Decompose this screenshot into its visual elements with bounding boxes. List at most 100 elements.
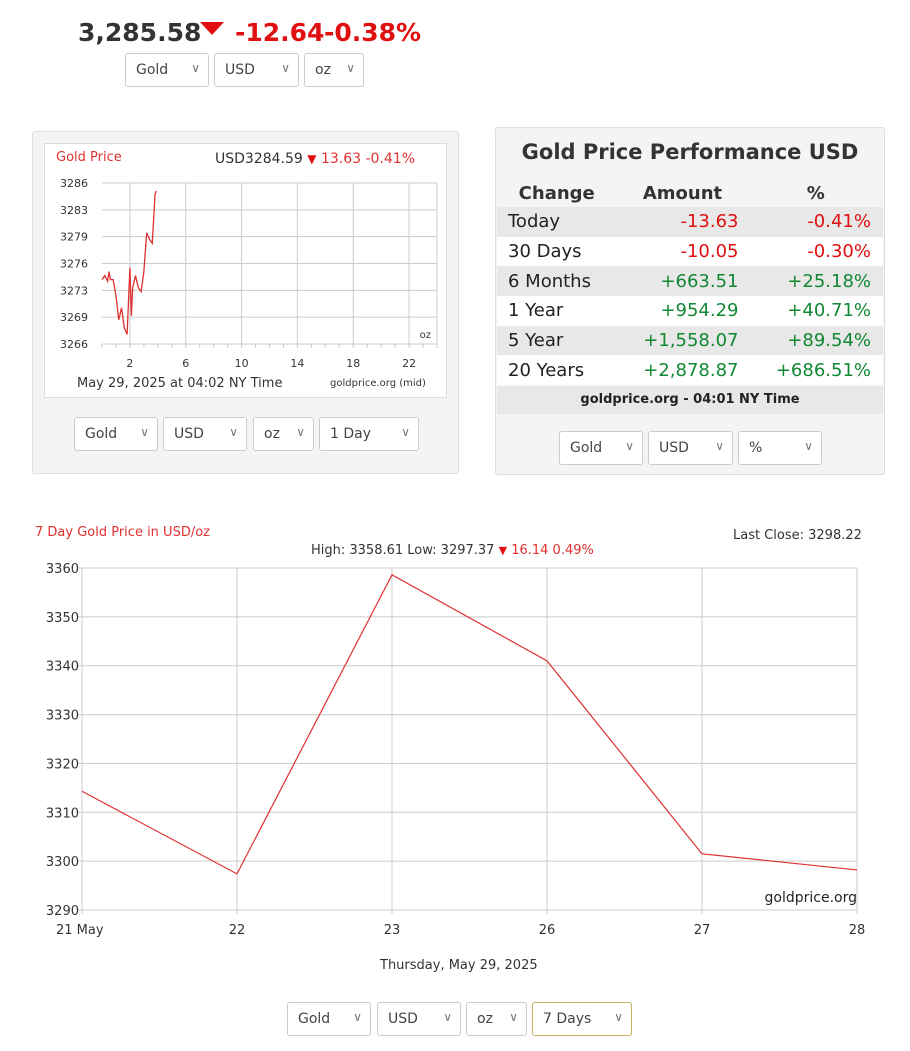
amount-cell: +2,878.87 — [643, 359, 739, 381]
big-chart: 3360 3350 3340 3330 3320 3310 3300 3290 21 May 22… — [46, 562, 866, 938]
select-value: USD — [659, 440, 689, 456]
performance-footer: goldprice.org - 04:01 NY Time — [497, 386, 883, 414]
mini-range-select[interactable]: 1 Day ∨ — [319, 417, 419, 451]
ticker-price: 3,285.58 — [78, 18, 202, 47]
x-tick-label: 18 — [346, 357, 360, 370]
percent-cell: -0.30% — [807, 241, 871, 263]
y-tick-label: 3283 — [60, 204, 88, 217]
mini-currency-select[interactable]: USD ∨ — [163, 417, 247, 451]
mini-chart: 3286 3283 3279 3276 3273 3269 3266 2 6 10 14 18 22 oz — [60, 177, 438, 370]
percent-cell: -0.41% — [807, 211, 871, 233]
select-value: Gold — [136, 62, 169, 78]
table-header: Change Amount% — [497, 179, 883, 207]
chevron-down-icon: ∨ — [401, 425, 410, 439]
plot-border — [81, 567, 858, 911]
y-tick-label: 3330 — [46, 709, 79, 724]
bottom-range-select[interactable]: 7 Days ∨ — [532, 1002, 632, 1036]
down-arrow-icon — [200, 22, 224, 35]
x-tick-label: 6 — [182, 357, 189, 370]
summary-change: 16.14 0.49% — [511, 543, 594, 558]
table-row: 6 Months +663.51 +25.18% — [497, 266, 883, 297]
bottom-unit-select[interactable]: oz ∨ — [466, 1002, 527, 1036]
select-value: oz — [264, 426, 280, 442]
select-value: Gold — [570, 440, 603, 456]
x-tick-label: 22 — [402, 357, 416, 370]
select-value: Gold — [85, 426, 118, 442]
y-tick-label: 3300 — [46, 855, 79, 870]
percent-cell: +25.18% — [787, 270, 871, 292]
mini-unit-select[interactable]: oz ∨ — [253, 417, 314, 451]
table-row: 5 Year +1,558.07 +89.54% — [497, 325, 883, 356]
select-value: USD — [225, 62, 255, 78]
bottom-metal-select[interactable]: Gold ∨ — [287, 1002, 371, 1036]
metal-select[interactable]: Gold ∨ — [125, 53, 209, 87]
x-tick-label: 14 — [290, 357, 304, 370]
unit-select[interactable]: oz ∨ — [304, 53, 364, 87]
perf-metal-select[interactable]: Gold ∨ — [559, 431, 643, 465]
performance-table: Change Amount% Today -13.63 -0.41% 30 Days -10… — [497, 179, 883, 386]
performance-panel — [495, 127, 885, 475]
period-cell: 5 Year — [508, 330, 564, 352]
percent-cell: +89.54% — [787, 330, 871, 352]
currency-select[interactable]: USD ∨ — [214, 53, 299, 87]
chevron-down-icon: ∨ — [804, 439, 813, 453]
price-line — [101, 190, 158, 335]
chevron-down-icon: ∨ — [614, 1010, 623, 1024]
table-row: 30 Days -10.05 -0.30% — [497, 236, 883, 267]
column-header: % — [806, 182, 825, 204]
period-cell: Today — [508, 211, 561, 233]
perf-format-select[interactable]: % ∨ — [738, 431, 822, 465]
down-arrow-icon: ▼ — [307, 152, 317, 166]
y-tick-label: 3360 — [46, 562, 79, 577]
table-row: 1 Year +954.29 +40.71% — [497, 296, 883, 326]
x-tick-label: 2 — [126, 357, 133, 370]
chevron-down-icon: ∨ — [443, 1010, 452, 1024]
y-tick-label: 3279 — [60, 231, 88, 244]
y-tick-label: 3269 — [60, 311, 88, 324]
down-arrow-icon: ▼ — [498, 544, 508, 557]
select-value: oz — [477, 1011, 493, 1027]
x-tick-label: 28 — [849, 923, 866, 938]
big-chart-last-close: Last Close: 3298.22 — [733, 528, 862, 543]
quote-change: 13.63 -0.41% — [320, 151, 416, 167]
amount-cell: +663.51 — [660, 270, 739, 292]
period-cell: 1 Year — [508, 300, 564, 322]
bottom-currency-select[interactable]: USD ∨ — [377, 1002, 461, 1036]
big-chart-summary: High: 3358.61 Low: 3297.37 ▼ 16.14 0.49% — [311, 543, 594, 558]
y-tick-label: 3340 — [46, 660, 79, 675]
perf-currency-select[interactable]: USD ∨ — [648, 431, 733, 465]
unit-label: oz — [420, 330, 431, 341]
percent-cell: +686.51% — [775, 359, 871, 381]
select-value: oz — [315, 62, 331, 78]
ticker-percent: -0.38% — [324, 18, 422, 47]
select-value: % — [749, 440, 763, 456]
chevron-down-icon: ∨ — [625, 439, 634, 453]
big-chart-xlabel: Thursday, May 29, 2025 — [380, 958, 538, 973]
big-chart-title: 7 Day Gold Price in USD/oz — [35, 525, 210, 540]
select-value: 7 Days — [543, 1011, 592, 1027]
select-value: Gold — [298, 1011, 331, 1027]
amount-cell: -10.05 — [680, 241, 739, 263]
x-tick-label: 23 — [384, 923, 401, 938]
y-tick-label: 3320 — [46, 757, 79, 772]
mini-chart-footer: May 29, 2025 at 04:02 NY Time — [77, 376, 283, 391]
amount-cell: -13.63 — [680, 211, 739, 233]
percent-cell: +40.71% — [787, 300, 871, 322]
performance-title: Gold Price Performance USD — [521, 140, 859, 164]
select-value: USD — [388, 1011, 418, 1027]
mini-chart-quote: USD3284.59 ▼ 13.63 -0.41% — [215, 151, 415, 167]
mini-chart-source: goldprice.org (mid) — [330, 378, 426, 389]
mini-chart-frame — [44, 143, 447, 398]
chevron-down-icon: ∨ — [191, 61, 200, 75]
chevron-down-icon: ∨ — [353, 1010, 362, 1024]
price-line — [81, 574, 858, 875]
ticker-change: -12.64 — [235, 18, 325, 47]
chevron-down-icon: ∨ — [281, 61, 290, 75]
chevron-down-icon: ∨ — [229, 425, 238, 439]
mini-metal-select[interactable]: Gold ∨ — [74, 417, 158, 451]
watermark: goldprice.org — [765, 890, 857, 906]
period-cell: 30 Days — [508, 241, 582, 263]
amount-cell: +954.29 — [660, 300, 739, 322]
y-tick-label: 3310 — [46, 806, 79, 821]
y-tick-label: 3276 — [60, 258, 88, 271]
